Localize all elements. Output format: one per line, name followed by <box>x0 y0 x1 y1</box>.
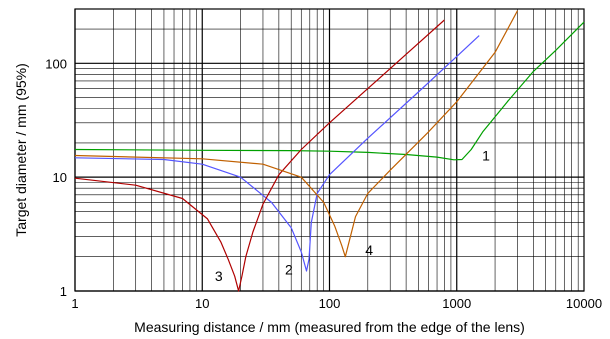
x-tick-label: 10 <box>195 296 209 311</box>
y-tick-label: 1 <box>60 284 67 299</box>
series-line-2 <box>74 35 480 272</box>
curve-label-4: 4 <box>365 242 373 258</box>
series-line-3 <box>74 19 445 292</box>
series-line-1 <box>74 21 585 161</box>
curve-label-3: 3 <box>215 268 223 284</box>
series-line-4 <box>74 10 519 258</box>
x-axis-title: Measuring distance / mm (measured from t… <box>134 319 525 335</box>
x-tick-labels: 1 10 100 1000 10000 <box>71 296 602 311</box>
curve-annotations: 1 2 3 4 <box>215 147 490 284</box>
x-tick-label: 10000 <box>566 296 602 311</box>
x-tick-label: 100 <box>319 296 341 311</box>
y-tick-label: 100 <box>45 56 67 71</box>
curve-label-1: 1 <box>482 147 490 163</box>
y-axis-title: Target diameter / mm (95%) <box>13 63 29 237</box>
y-tick-label: 10 <box>53 170 67 185</box>
x-tick-label: 1000 <box>442 296 471 311</box>
series-group <box>74 10 585 292</box>
curve-label-2: 2 <box>285 261 293 277</box>
x-tick-label: 1 <box>71 296 78 311</box>
y-tick-labels: 1 10 100 <box>45 56 67 299</box>
